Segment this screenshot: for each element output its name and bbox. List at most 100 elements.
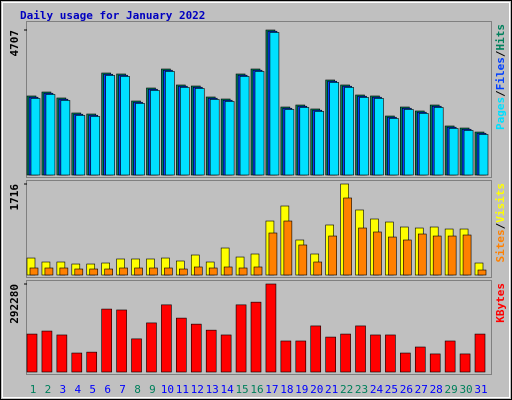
bar xyxy=(355,325,366,373)
x-tick-label: 21 xyxy=(325,383,338,396)
bar xyxy=(59,267,69,276)
bar xyxy=(239,76,250,176)
x-tick-label: 25 xyxy=(385,383,398,396)
bar xyxy=(194,88,205,176)
bar xyxy=(254,71,265,176)
bar xyxy=(478,134,489,176)
x-tick-label: 11 xyxy=(176,383,189,396)
bar xyxy=(238,267,248,276)
bar xyxy=(179,268,188,276)
x-tick-label: 2 xyxy=(45,383,52,396)
bar xyxy=(328,235,337,276)
bar xyxy=(343,197,352,276)
legend-separator: / xyxy=(494,222,507,229)
bar xyxy=(131,338,142,373)
x-tick-label: 3 xyxy=(60,383,67,396)
bar xyxy=(400,352,411,373)
bar xyxy=(116,309,127,373)
bar xyxy=(373,231,382,276)
legend-entry: Pages xyxy=(494,97,507,130)
legend-entry: Sites xyxy=(494,229,507,262)
bar xyxy=(105,75,115,176)
bar xyxy=(403,239,412,276)
legend: Pages/Files/Hits xyxy=(494,24,507,130)
x-tick-label: 5 xyxy=(89,383,96,396)
bar xyxy=(344,87,354,176)
bar xyxy=(205,329,217,373)
bar xyxy=(429,353,441,373)
bar xyxy=(26,333,38,373)
bar xyxy=(165,71,175,176)
legend: KBytes xyxy=(494,283,507,323)
bar xyxy=(385,334,396,373)
x-tick-label: 15 xyxy=(235,383,248,396)
bar xyxy=(44,267,54,276)
y-tick-label: 292280 xyxy=(8,284,21,324)
x-tick-label: 30 xyxy=(459,383,472,396)
chart-title: Daily usage for January 2022 xyxy=(20,9,205,22)
bar xyxy=(463,130,474,176)
bar xyxy=(474,333,486,373)
bar xyxy=(208,267,218,276)
bar xyxy=(150,90,160,176)
legend: Sites/Visits xyxy=(494,183,507,263)
bar xyxy=(314,111,325,176)
bar xyxy=(370,334,381,373)
x-tick-label: 13 xyxy=(206,383,219,396)
bar xyxy=(340,333,351,373)
bar xyxy=(253,266,263,276)
legend-entry: Hits xyxy=(494,24,507,51)
x-tick-label: 7 xyxy=(119,383,126,396)
bar xyxy=(209,99,220,176)
bar xyxy=(41,330,53,373)
bar xyxy=(223,266,233,276)
bar xyxy=(134,267,143,276)
bar xyxy=(268,232,278,276)
bar xyxy=(280,340,292,373)
x-tick-label: 4 xyxy=(74,383,81,396)
bar xyxy=(75,115,86,176)
x-tick-label: 16 xyxy=(250,383,263,396)
bar xyxy=(56,334,68,373)
legend-entry: KBytes xyxy=(494,283,507,323)
y-tick-label: 4707 xyxy=(8,30,21,57)
x-tick-label: 8 xyxy=(134,383,141,396)
bar xyxy=(433,107,444,176)
legend-entry: Files xyxy=(494,57,507,90)
bar xyxy=(89,268,99,276)
bar xyxy=(414,346,426,373)
bar xyxy=(74,268,84,276)
bar xyxy=(388,236,397,276)
bar xyxy=(325,336,336,373)
bar xyxy=(269,32,280,176)
x-tick-label: 12 xyxy=(191,383,204,396)
bar xyxy=(404,109,414,176)
x-tick-label: 17 xyxy=(265,383,278,396)
bar xyxy=(30,98,41,176)
x-tick-label: 26 xyxy=(400,383,413,396)
bar xyxy=(45,94,56,176)
x-tick-label: 29 xyxy=(445,383,458,396)
bar xyxy=(220,334,232,373)
bar xyxy=(224,101,235,176)
bar xyxy=(418,113,429,176)
bar xyxy=(374,98,384,176)
y-tick-label: 1716 xyxy=(8,184,21,211)
x-tick-label: 19 xyxy=(295,383,308,396)
x-tick-label: 28 xyxy=(430,383,443,396)
bar xyxy=(283,220,293,276)
x-tick-label: 20 xyxy=(310,383,323,396)
x-tick-label: 9 xyxy=(149,383,156,396)
bar xyxy=(29,267,39,276)
bar xyxy=(190,323,202,373)
bar xyxy=(477,269,487,276)
bar xyxy=(86,351,98,373)
bar xyxy=(161,304,172,373)
x-tick-label: 14 xyxy=(221,383,235,396)
x-tick-label: 23 xyxy=(355,383,368,396)
x-tick-label: 24 xyxy=(370,383,384,396)
bar xyxy=(299,107,310,176)
bar xyxy=(164,267,173,276)
